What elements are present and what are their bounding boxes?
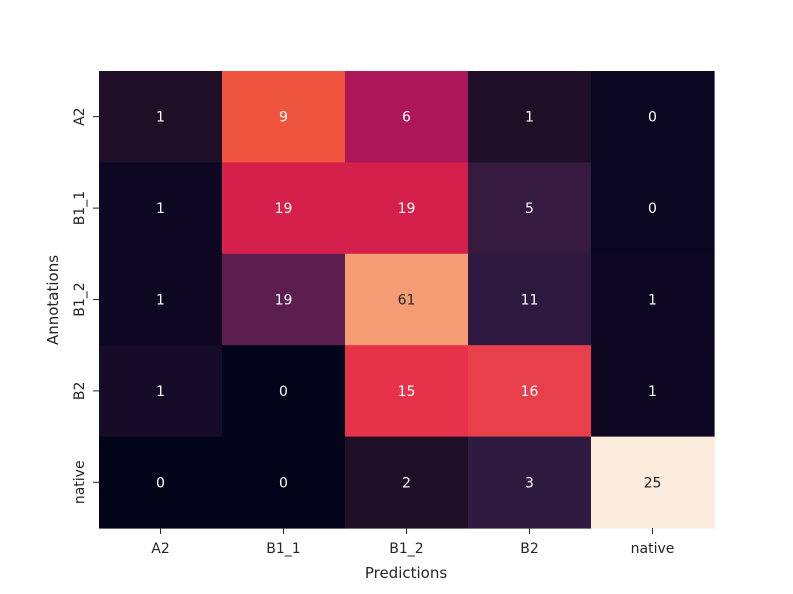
x-axis-ticks: A2 B1_1 B1_2 B2 native xyxy=(151,528,674,557)
heatmap-cell-B1_1-A2 xyxy=(99,162,223,255)
heatmap-cell-native-native xyxy=(591,436,715,529)
heatmap-cell-B2-B1_2 xyxy=(345,345,469,438)
cell-value-label: 19 xyxy=(275,293,293,309)
heatmap-cell-B1_2-native xyxy=(591,253,715,346)
x-tick-label: B1_1 xyxy=(266,541,300,557)
heatmap-cell-A2-B2 xyxy=(468,71,592,163)
cell-value-label: 0 xyxy=(648,201,657,217)
cell-value-label: 0 xyxy=(279,384,288,400)
heatmap-cell-native-B2 xyxy=(468,436,592,529)
heatmap-cell-B2-B1_1 xyxy=(222,345,346,438)
cell-value-label: 15 xyxy=(398,384,416,400)
cell-value-label: 0 xyxy=(279,475,288,491)
y-axis-ticks: A2 B1_1 B1_2 B2 native xyxy=(72,107,99,504)
cell-value-label: 11 xyxy=(521,293,539,309)
heatmap-cell-B1_2-B2 xyxy=(468,253,592,346)
heatmap-cell-B1_1-B1_2 xyxy=(345,162,469,255)
heatmap-cells xyxy=(99,71,715,529)
heatmap-cell-B1_2-B1_2 xyxy=(345,253,469,346)
y-tick-label: A2 xyxy=(72,107,88,125)
cell-value-label: 19 xyxy=(275,201,293,217)
heatmap-cell-B1_2-A2 xyxy=(99,253,223,346)
y-tick-label: B2 xyxy=(72,382,88,401)
heatmap-cell-B1_1-B2 xyxy=(468,162,592,255)
cell-value-label: 5 xyxy=(525,201,534,217)
cell-value-label: 1 xyxy=(156,201,165,217)
heatmap-annotations: 1 9 6 1 01 19 19 5 01 19 61 11 11 0 15 16 10 0 2 3 25 xyxy=(156,110,661,492)
y-tick-label: B1_2 xyxy=(72,282,88,316)
heatmap-cell-B1_1-native xyxy=(591,162,715,255)
heatmap-cell-B1_2-B1_1 xyxy=(222,253,346,346)
x-tick-label: A2 xyxy=(151,541,169,557)
x-tick-label: B1_2 xyxy=(389,541,423,557)
cell-value-label: 0 xyxy=(648,110,657,126)
cell-value-label: 1 xyxy=(525,110,534,126)
heatmap-cell-A2-B1_1 xyxy=(222,71,346,163)
x-tick-label: B2 xyxy=(520,541,539,557)
heatmap-cell-B2-B2 xyxy=(468,345,592,438)
cell-value-label: 1 xyxy=(156,110,165,126)
cell-value-label: 0 xyxy=(156,475,165,491)
heatmap-cell-B1_1-B1_1 xyxy=(222,162,346,255)
x-axis-label: Predictions xyxy=(365,564,448,582)
cell-value-label: 16 xyxy=(521,384,539,400)
heatmap-cell-A2-native xyxy=(591,71,715,163)
y-tick-label: native xyxy=(72,460,88,504)
cell-value-label: 19 xyxy=(398,201,416,217)
heatmap-cell-native-B1_1 xyxy=(222,436,346,529)
cell-value-label: 3 xyxy=(525,475,534,491)
cell-value-label: 1 xyxy=(648,293,657,309)
heatmap-cell-A2-B1_2 xyxy=(345,71,469,163)
heatmap-cell-B2-A2 xyxy=(99,345,223,438)
cell-value-label: 9 xyxy=(279,110,288,126)
heatmap-cell-A2-A2 xyxy=(99,71,223,163)
cell-value-label: 61 xyxy=(398,293,416,309)
heatmap-cell-native-B1_2 xyxy=(345,436,469,529)
cell-value-label: 1 xyxy=(648,384,657,400)
cell-value-label: 25 xyxy=(644,475,662,491)
x-tick-label: native xyxy=(631,541,675,557)
heatmap-cell-B2-native xyxy=(591,345,715,438)
y-tick-label: B1_1 xyxy=(72,191,88,225)
heatmap-cell-native-A2 xyxy=(99,436,223,529)
cell-value-label: 2 xyxy=(402,475,411,491)
cell-value-label: 1 xyxy=(156,293,165,309)
cell-value-label: 6 xyxy=(402,110,411,126)
cell-value-label: 1 xyxy=(156,384,165,400)
y-axis-label: Annotations xyxy=(44,255,62,345)
